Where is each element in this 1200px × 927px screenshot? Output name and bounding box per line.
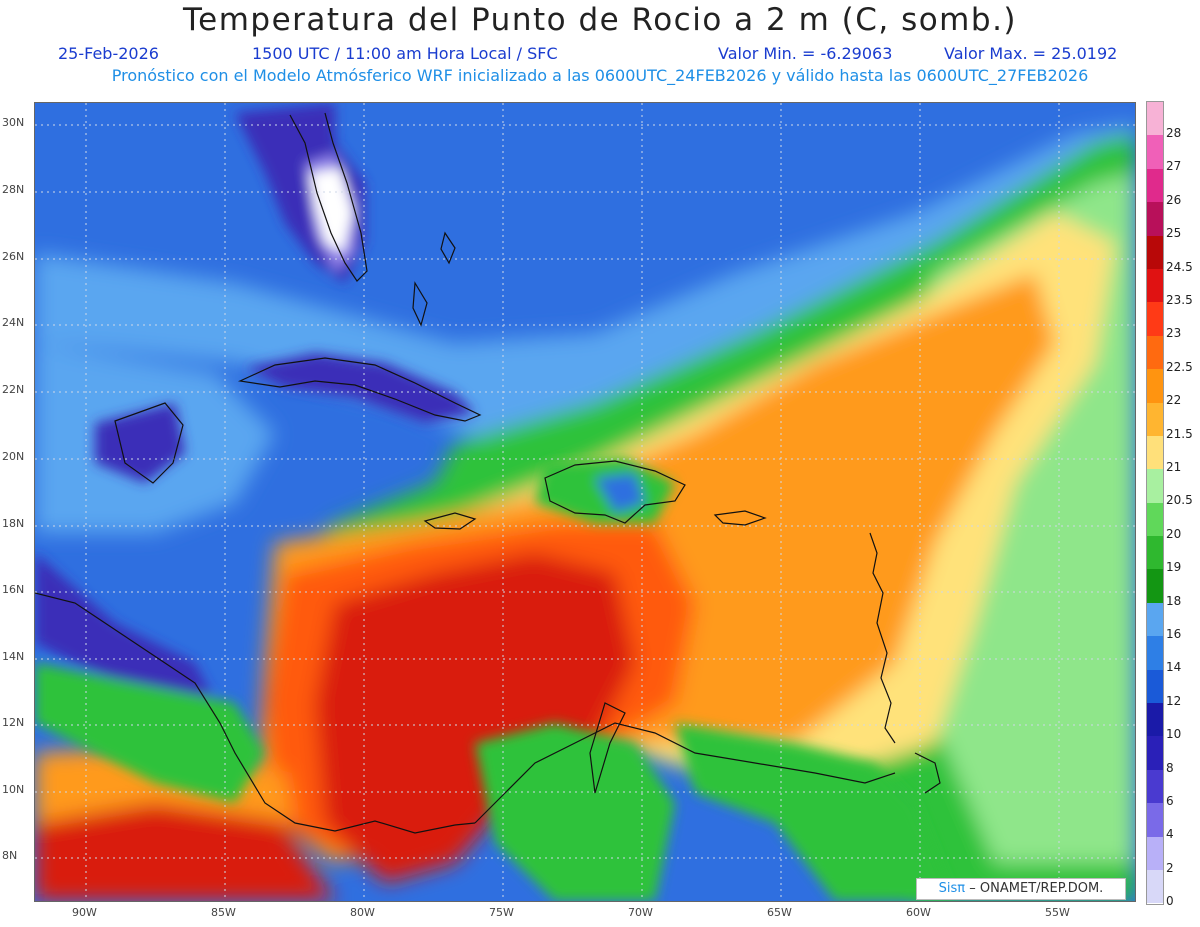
colorbar-label: 19 [1166, 560, 1182, 575]
colorbar-label: 20.5 [1166, 493, 1193, 508]
colombia-green [475, 723, 675, 901]
lat-label: 18N [2, 517, 25, 530]
lon-gridlines [85, 103, 1060, 901]
lat-label: 8N [2, 849, 18, 862]
lat-label: 20N [2, 450, 25, 463]
colorbar-label: 10 [1166, 727, 1182, 742]
colorbar-cell [1147, 469, 1163, 503]
colorbar-cell [1147, 869, 1163, 904]
colorbar-cell [1147, 369, 1163, 403]
lat-label: 26N [2, 250, 25, 263]
dewpoint-map [34, 102, 1136, 902]
colorbar-label: 23 [1166, 326, 1182, 341]
lon-label: 55W [1045, 906, 1070, 919]
cuba-purple [245, 353, 475, 423]
colorbar-cell [1147, 803, 1163, 837]
colorbar-cell [1147, 402, 1163, 436]
colorbar-cell [1147, 202, 1163, 236]
colorbar-label: 16 [1166, 627, 1182, 641]
lon-label: 85W [211, 906, 236, 919]
colorbar-label: 8 [1166, 760, 1174, 775]
colorbar-label: 4 [1166, 827, 1174, 842]
model-info: Pronóstico con el Modelo Atmósferico WRF… [111, 66, 1089, 85]
colorbar-label: 25 [1166, 226, 1182, 241]
lon-label: 65W [767, 906, 792, 919]
colorbar-cell [1147, 102, 1163, 136]
colorbar-label: 6 [1166, 794, 1174, 808]
logo-org: – ONAMET/REP.DOM. [969, 881, 1104, 896]
yucatan-purple [95, 403, 185, 483]
lat-label: 30N [2, 116, 25, 129]
colorbar-label: 23.5 [1166, 293, 1193, 307]
florida-white-core [310, 168, 353, 253]
colorbar-cell [1147, 268, 1163, 303]
sistema-logo: Sisπ – ONAMET/REP.DOM. [916, 878, 1126, 900]
max-value: Valor Max. = 25.0192 [944, 44, 1118, 63]
colorbar-cell [1147, 435, 1163, 470]
logo-brand: Sisπ [938, 881, 966, 896]
lon-label: 70W [628, 906, 653, 919]
hispaniola-blue [595, 473, 645, 513]
lat-label: 22N [2, 383, 25, 396]
colorbar-cell [1147, 135, 1163, 169]
colorbar-cell [1147, 569, 1163, 603]
map-title: Temperatura del Punto de Rocio a 2 m (C,… [182, 2, 1018, 38]
forecast-time: 1500 UTC / 11:00 am Hora Local / SFC [252, 44, 558, 63]
colorbar-label: 22.5 [1166, 359, 1193, 374]
lon-label: 80W [350, 906, 375, 919]
colorbar-cell [1147, 836, 1163, 870]
lon-label: 60W [906, 906, 931, 919]
lat-label: 10N [2, 783, 25, 796]
colorbar-cell [1147, 235, 1163, 269]
lat-label: 24N [2, 316, 25, 329]
colorbar-label: 2 [1166, 860, 1174, 875]
coastlines [35, 112, 941, 834]
central-america-green [35, 663, 265, 803]
colorbar-cell [1147, 602, 1163, 637]
colorbar-label: 21 [1166, 460, 1182, 474]
colorbar-label: 22 [1166, 393, 1182, 408]
colorbar-cell [1147, 536, 1163, 570]
lon-label: 75W [489, 906, 514, 919]
lat-label: 12N [2, 716, 25, 729]
min-value: Valor Min. = -6.29063 [718, 44, 893, 63]
colorbar-cell [1147, 703, 1163, 737]
lat-label: 16N [2, 583, 25, 596]
lat-label: 14N [2, 650, 25, 663]
colorbar [1146, 101, 1164, 905]
colorbar-cell [1147, 769, 1163, 804]
red-core [315, 553, 635, 883]
red-southwest [35, 793, 335, 901]
colorbar-cell [1147, 335, 1163, 370]
colorbar-cell [1147, 636, 1163, 670]
colorbar-cell [1147, 502, 1163, 537]
colorbar-cell [1147, 669, 1163, 704]
colorbar-label: 12 [1166, 693, 1182, 708]
colorbar-label: 24.5 [1166, 259, 1193, 274]
colorbar-label: 20 [1166, 526, 1182, 541]
colorbar-cell [1147, 302, 1163, 336]
colorbar-label: 26 [1166, 192, 1182, 207]
colorbar-label: 21.5 [1166, 426, 1193, 441]
colorbar-cell [1147, 736, 1163, 770]
forecast-date: 25-Feb-2026 [58, 44, 159, 63]
colorbar-label: 0 [1166, 894, 1174, 909]
colorbar-label: 27 [1166, 159, 1182, 174]
central-america-purple [35, 553, 215, 703]
colorbar-label: 14 [1166, 660, 1182, 675]
colorbar-label: 18 [1166, 593, 1182, 608]
lat-label: 28N [2, 183, 25, 196]
colorbar-cell [1147, 168, 1163, 203]
lon-label: 90W [72, 906, 97, 919]
venezuela-green [675, 723, 955, 901]
colorbar-label: 28 [1166, 126, 1182, 140]
